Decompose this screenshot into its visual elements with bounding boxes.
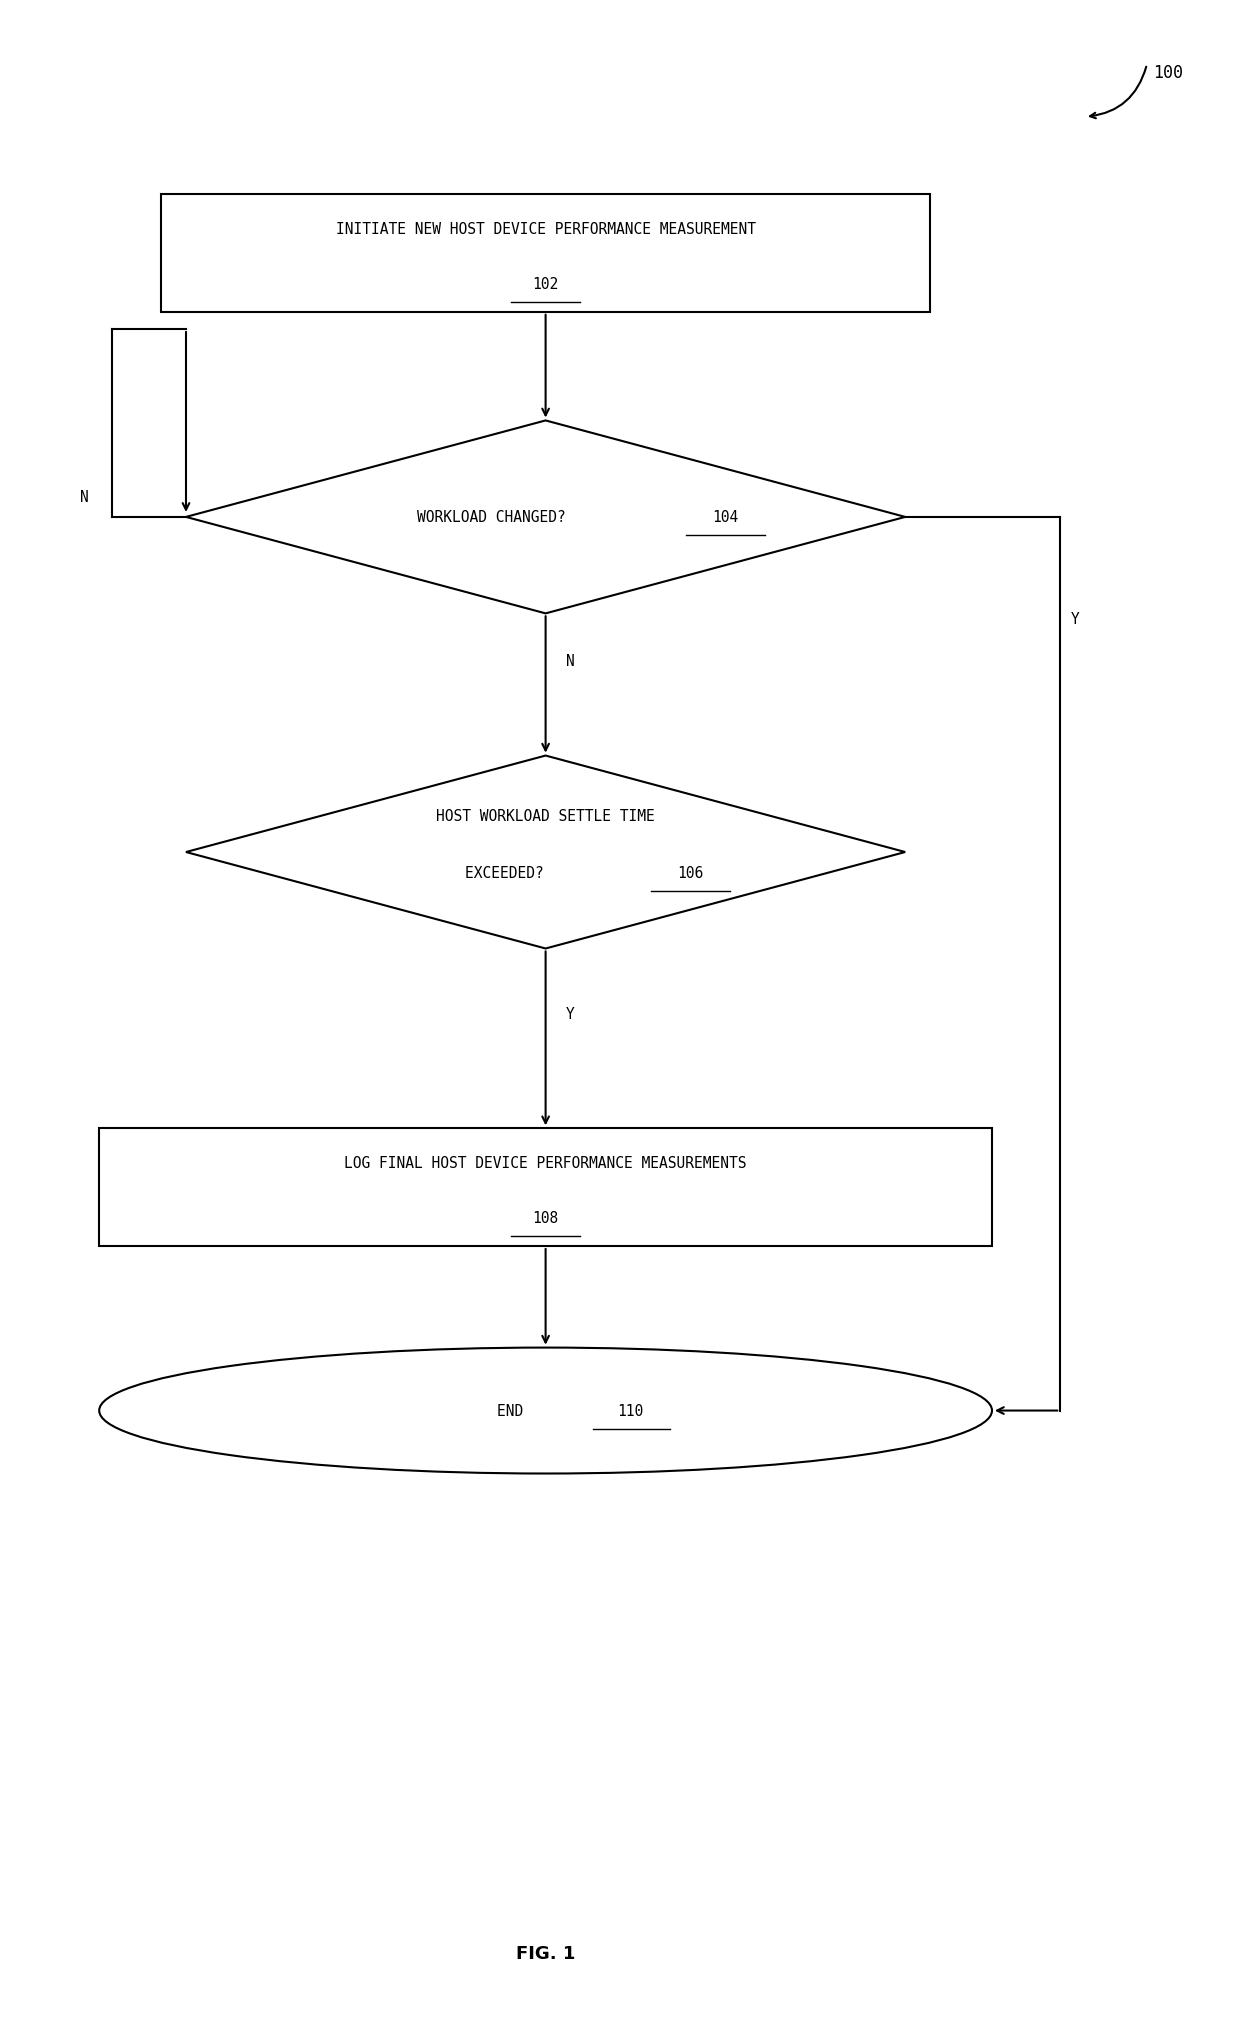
Text: INITIATE NEW HOST DEVICE PERFORMANCE MEASUREMENT: INITIATE NEW HOST DEVICE PERFORMANCE MEA… <box>336 221 755 238</box>
Ellipse shape <box>99 1348 992 1474</box>
Polygon shape <box>186 757 905 950</box>
Text: 110: 110 <box>616 1403 644 1419</box>
Text: HOST WORKLOAD SETTLE TIME: HOST WORKLOAD SETTLE TIME <box>436 808 655 824</box>
Text: 106: 106 <box>677 865 704 881</box>
Text: 104: 104 <box>712 510 739 526</box>
Text: Y: Y <box>1070 611 1080 627</box>
Text: Y: Y <box>565 1007 575 1021</box>
Text: END: END <box>497 1403 532 1419</box>
Text: WORKLOAD CHANGED?: WORKLOAD CHANGED? <box>417 510 575 526</box>
Text: FIG. 1: FIG. 1 <box>516 1945 575 1961</box>
Text: 102: 102 <box>532 276 559 292</box>
Text: N: N <box>79 489 89 505</box>
Polygon shape <box>186 422 905 613</box>
Text: 108: 108 <box>532 1210 559 1226</box>
Text: N: N <box>565 654 575 668</box>
FancyBboxPatch shape <box>99 1129 992 1246</box>
Text: LOG FINAL HOST DEVICE PERFORMANCE MEASUREMENTS: LOG FINAL HOST DEVICE PERFORMANCE MEASUR… <box>345 1155 746 1171</box>
Text: EXCEEDED?: EXCEEDED? <box>465 865 552 881</box>
FancyBboxPatch shape <box>161 195 930 313</box>
Text: 100: 100 <box>1153 65 1183 81</box>
